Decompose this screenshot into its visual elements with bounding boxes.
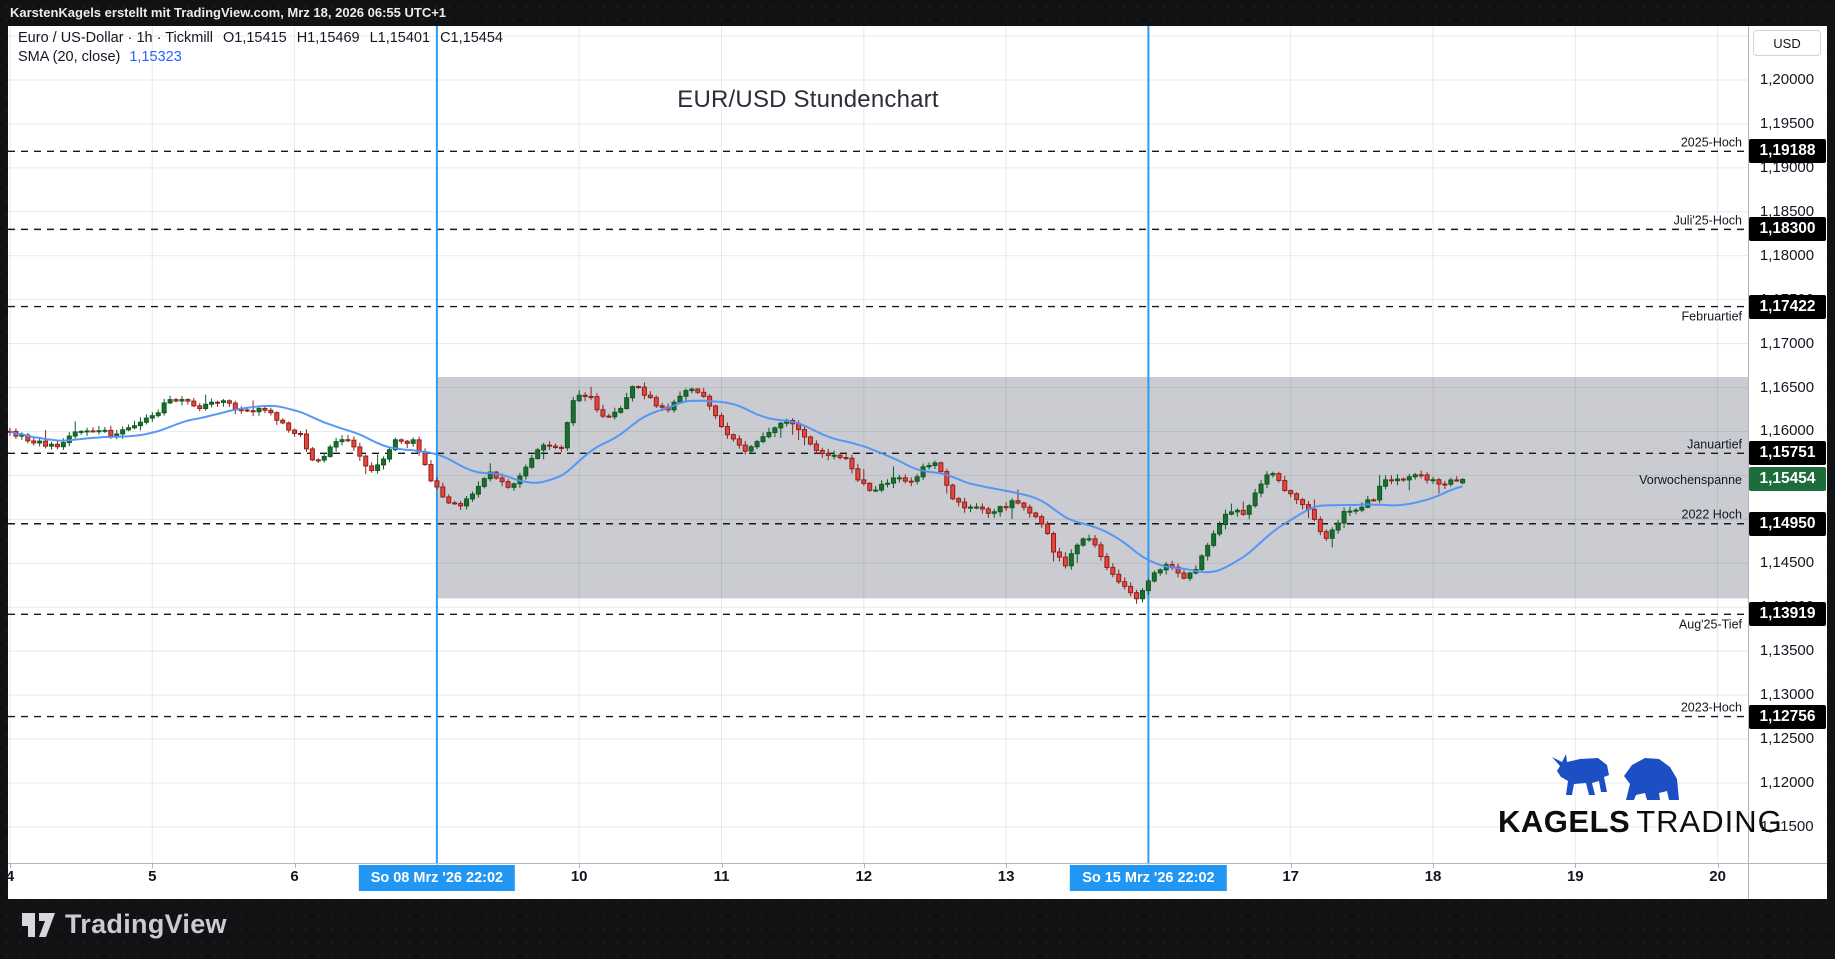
time-tick-20: 20 — [1709, 868, 1726, 885]
tradingview-brand-text: TradingView — [65, 908, 227, 939]
time-tick-mark — [1575, 864, 1577, 868]
kagels-trading-watermark: KAGELS TRADING — [1498, 744, 1782, 840]
svg-text:Juli'25-Hoch: Juli'25-Hoch — [1674, 213, 1742, 227]
legend-sma-row[interactable]: SMA (20, close) 1,15323 — [18, 49, 503, 65]
time-tick-5: 5 — [148, 868, 157, 885]
high-value: H1,15469 — [296, 30, 360, 46]
level-price-badge: 1,12756 — [1749, 704, 1826, 729]
price-tick-1,20000: 1,20000 — [1759, 71, 1815, 88]
price-tick-1,18500: 1,18500 — [1759, 202, 1815, 220]
time-tick-mark — [721, 864, 723, 868]
symbol-description[interactable]: Euro / US-Dollar · 1h · Tickmill — [18, 30, 213, 46]
price-tick-1,16000: 1,16000 — [1759, 422, 1815, 440]
time-tick-mark — [1717, 864, 1719, 868]
time-tick-mark — [10, 864, 11, 868]
time-tick-11: 11 — [713, 868, 730, 885]
current-price-badge: 1,15454 — [1749, 467, 1826, 492]
time-tick-mark — [294, 864, 296, 868]
legend-symbol-row[interactable]: Euro / US-Dollar · 1h · Tickmill O1,15415… — [18, 30, 503, 46]
sma-line[interactable] — [9, 399, 1463, 574]
trading-text: TRADING — [1636, 804, 1783, 839]
tradingview-logo-icon — [22, 913, 55, 937]
legend[interactable]: Euro / US-Dollar · 1h · Tickmill O1,15415… — [18, 30, 503, 65]
time-axis-separator — [8, 863, 1827, 864]
time-tick-6: 6 — [290, 868, 299, 885]
time-tick-18: 18 — [1424, 868, 1442, 885]
close-value: C1,15454 — [440, 30, 503, 46]
price-tick-1,13000: 1,13000 — [1759, 686, 1815, 704]
gridlines — [8, 26, 1748, 863]
price-tick-1,19500: 1,19500 — [1759, 114, 1815, 132]
attribution-bar: KarstenKagels erstellt mit TradingView.c… — [0, 0, 1835, 26]
price-tick-1,12000: 1,12000 — [1759, 773, 1815, 791]
svg-text:2022 Hoch: 2022 Hoch — [1682, 508, 1743, 522]
sma-label[interactable]: SMA (20, close) — [18, 49, 121, 65]
price-tick-1,19000: 1,19000 — [1759, 158, 1815, 176]
time-tick-19: 19 — [1566, 868, 1584, 885]
level-price-badge: 1,19188 — [1749, 139, 1826, 164]
session-open-badge: So 15 Mrz '26 22:02 — [1070, 865, 1227, 891]
price-tick-1,16500: 1,16500 — [1759, 378, 1815, 396]
time-tick-12: 12 — [855, 868, 873, 885]
price-tick-1,11500: 1,11500 — [1760, 817, 1814, 835]
low-value: L1,15401 — [369, 30, 431, 46]
price-tick-1,13500: 1,13500 — [1759, 642, 1815, 660]
svg-text:Februartief: Februartief — [1682, 310, 1743, 324]
time-tick-mark — [1433, 864, 1434, 868]
price-tick-1,14500: 1,14500 — [1759, 554, 1815, 572]
time-tick-mark — [152, 864, 154, 868]
time-tick-17: 17 — [1282, 868, 1300, 885]
kagels-text: KAGELS — [1498, 804, 1631, 839]
session-open-badge: So 08 Mrz '26 22:02 — [358, 865, 516, 891]
svg-text:Vorwochenspanne: Vorwochenspanne — [1639, 473, 1742, 487]
time-tick-10: 10 — [570, 868, 588, 885]
price-tick-1,18000: 1,18000 — [1759, 246, 1815, 264]
time-tick-13: 13 — [997, 868, 1015, 885]
bull-icon — [1552, 754, 1609, 795]
svg-text:Januartief: Januartief — [1687, 437, 1742, 451]
open-value: O1,15415 — [222, 30, 287, 46]
time-tick-mark — [863, 864, 865, 868]
level-price-badge: 1,14950 — [1749, 511, 1826, 536]
chart-pane[interactable]: 2025-Hoch Juli'25-Hoch Februartief Januarti… — [8, 26, 1748, 863]
level-price-badge: 1,17422 — [1749, 294, 1826, 319]
price-axis-separator — [1748, 26, 1749, 899]
time-tick-4: 4 — [5, 868, 15, 885]
attribution-text: KarstenKagels erstellt mit TradingView.c… — [10, 5, 447, 20]
price-levels — [8, 150, 1748, 718]
time-tick-mark — [1006, 864, 1008, 868]
kagels-wordmark: KAGELS TRADING — [1498, 804, 1782, 840]
sma-value: 1,15323 — [129, 49, 182, 65]
bear-icon — [1624, 758, 1679, 800]
svg-text:2023-Hoch: 2023-Hoch — [1681, 701, 1742, 715]
price-tick-1,12500: 1,12500 — [1759, 730, 1815, 748]
currency-button[interactable]: USD — [1753, 30, 1821, 56]
level-price-badge: 1,15751 — [1749, 441, 1826, 466]
level-price-badge: 1,18300 — [1749, 217, 1826, 242]
level-captions: 2025-Hoch Juli'25-Hoch Februartief Januarti… — [1639, 135, 1742, 714]
chart-surface — [8, 26, 1827, 899]
previous-week-range-box[interactable] — [436, 377, 1748, 599]
time-tick-mark — [579, 864, 581, 868]
level-price-badge: 1,13919 — [1749, 602, 1826, 627]
svg-text:Aug'25-Tief: Aug'25-Tief — [1679, 617, 1743, 631]
time-tick-mark — [1290, 864, 1292, 868]
ohlc-values: O1,15415 H1,15469 L1,15401 C1,15454 — [213, 30, 503, 46]
chart-title: EUR/USD Stundenchart — [677, 86, 939, 113]
bull-bear-logo — [1498, 744, 1734, 802]
tradingview-footer[interactable]: TradingView — [20, 904, 227, 944]
price-tick-1,17000: 1,17000 — [1759, 334, 1815, 352]
svg-text:2025-Hoch: 2025-Hoch — [1681, 135, 1742, 149]
